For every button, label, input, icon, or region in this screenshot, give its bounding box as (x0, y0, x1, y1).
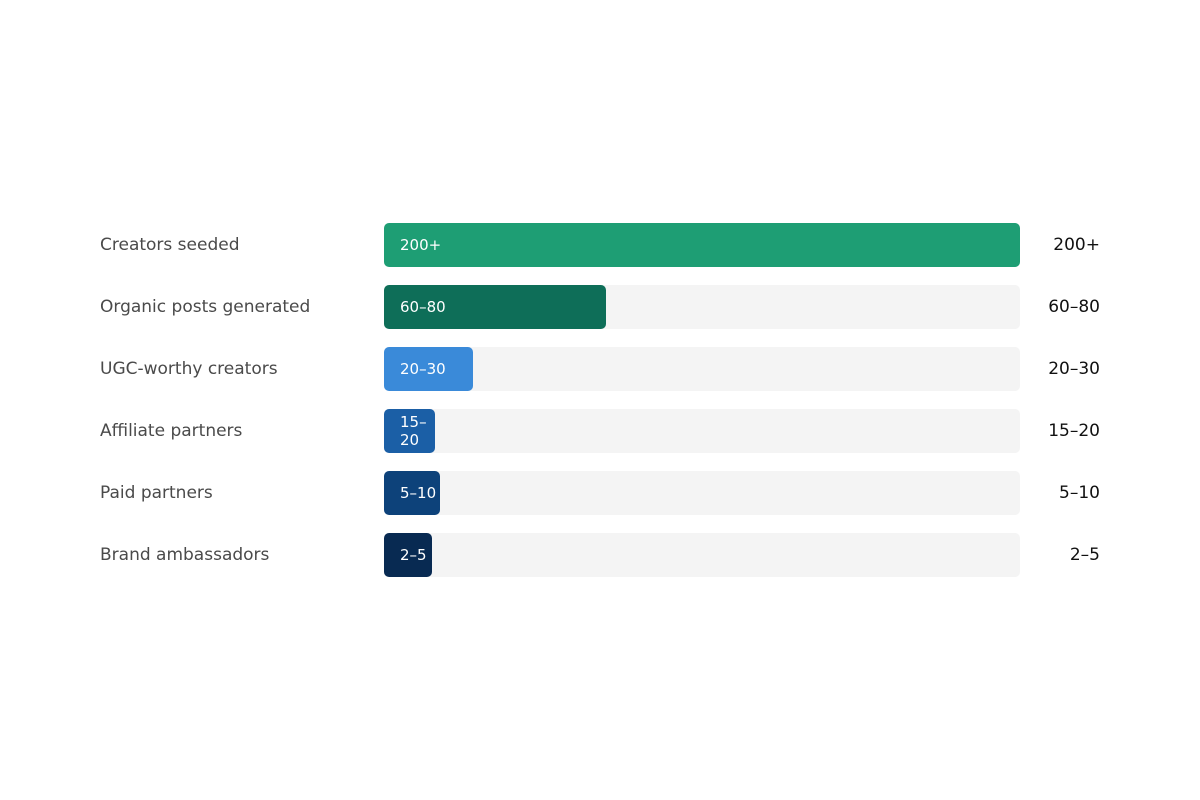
chart-row: Creators seeded 200+ 200+ (100, 223, 1100, 267)
bar-track: 15–20 (384, 409, 1020, 453)
chart-row: Brand ambassadors 2–5 2–5 (100, 533, 1100, 577)
bar: 60–80 (384, 285, 606, 329)
bar: 5–10 (384, 471, 440, 515)
row-label: UGC-worthy creators (100, 359, 278, 379)
funnel-bar-chart: Creators seeded 200+ 200+ Organic posts … (100, 223, 1100, 595)
bar: 200+ (384, 223, 1020, 267)
chart-row: Affiliate partners 15–20 15–20 (100, 409, 1100, 453)
bar: 20–30 (384, 347, 473, 391)
row-label: Paid partners (100, 483, 213, 503)
row-label: Brand ambassadors (100, 545, 270, 565)
bar-track: 2–5 (384, 533, 1020, 577)
bar-track: 200+ (384, 223, 1020, 267)
row-value: 60–80 (1048, 297, 1100, 317)
chart-row: Organic posts generated 60–80 60–80 (100, 285, 1100, 329)
bar: 15–20 (384, 409, 435, 453)
row-value: 5–10 (1059, 483, 1100, 503)
row-value: 200+ (1053, 235, 1100, 255)
row-value: 15–20 (1048, 421, 1100, 441)
row-label: Organic posts generated (100, 297, 311, 317)
row-value: 2–5 (1069, 545, 1100, 565)
row-label: Creators seeded (100, 235, 240, 255)
bar-track: 5–10 (384, 471, 1020, 515)
bar-track: 60–80 (384, 285, 1020, 329)
chart-row: UGC-worthy creators 20–30 20–30 (100, 347, 1100, 391)
chart-row: Paid partners 5–10 5–10 (100, 471, 1100, 515)
bar-track: 20–30 (384, 347, 1020, 391)
row-value: 20–30 (1048, 359, 1100, 379)
bar: 2–5 (384, 533, 432, 577)
row-label: Affiliate partners (100, 421, 243, 441)
